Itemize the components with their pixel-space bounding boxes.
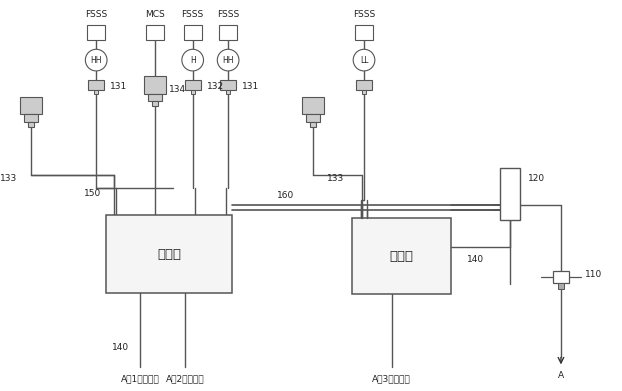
Bar — [500, 169, 519, 220]
Bar — [149, 93, 162, 101]
Text: FSSS: FSSS — [182, 10, 204, 19]
Bar — [185, 80, 200, 90]
Text: A侧1取样装置: A侧1取样装置 — [121, 375, 160, 384]
Bar — [302, 97, 323, 114]
Bar — [106, 215, 232, 294]
Bar — [28, 122, 34, 127]
Text: 131: 131 — [110, 82, 128, 91]
Text: FSSS: FSSS — [353, 10, 375, 19]
Bar — [352, 218, 451, 294]
Circle shape — [217, 49, 239, 71]
Bar — [356, 80, 372, 90]
Text: 133: 133 — [0, 174, 17, 183]
Bar — [184, 25, 202, 40]
Bar — [144, 76, 166, 93]
Text: 吹扫器: 吹扫器 — [157, 248, 181, 260]
Text: 150: 150 — [84, 188, 101, 197]
Text: MCS: MCS — [146, 10, 165, 19]
Text: 131: 131 — [242, 82, 259, 91]
Bar — [226, 90, 230, 93]
Circle shape — [353, 49, 375, 71]
Text: 吹扫器: 吹扫器 — [389, 249, 414, 263]
Text: 160: 160 — [277, 190, 294, 199]
Bar — [310, 122, 316, 127]
Bar — [553, 271, 569, 283]
Bar — [220, 80, 236, 90]
Text: H: H — [190, 56, 195, 65]
Text: 132: 132 — [207, 82, 223, 91]
Text: 140: 140 — [466, 255, 484, 264]
Text: 140: 140 — [111, 343, 129, 352]
Text: 110: 110 — [585, 270, 602, 279]
Text: 133: 133 — [327, 174, 344, 183]
Bar — [146, 25, 164, 40]
Text: A侧2取样装置: A侧2取样装置 — [165, 375, 204, 384]
Text: FSSS: FSSS — [85, 10, 108, 19]
Text: FSSS: FSSS — [217, 10, 239, 19]
Circle shape — [182, 49, 203, 71]
Bar — [362, 90, 366, 93]
Bar — [24, 114, 38, 122]
Text: HH: HH — [90, 56, 102, 65]
Bar — [152, 101, 158, 106]
Bar — [558, 283, 564, 289]
Bar — [306, 114, 320, 122]
Text: LL: LL — [360, 56, 368, 65]
Bar — [88, 80, 104, 90]
Bar — [94, 90, 98, 93]
Text: 120: 120 — [527, 174, 545, 183]
Bar — [87, 25, 105, 40]
Bar — [21, 97, 42, 114]
Bar — [220, 25, 237, 40]
Circle shape — [85, 49, 107, 71]
Text: HH: HH — [223, 56, 234, 65]
Text: A: A — [558, 371, 564, 380]
Text: A侧3取样装置: A侧3取样装置 — [372, 375, 411, 384]
Bar — [355, 25, 373, 40]
Text: 134: 134 — [169, 85, 186, 94]
Bar — [191, 90, 195, 93]
